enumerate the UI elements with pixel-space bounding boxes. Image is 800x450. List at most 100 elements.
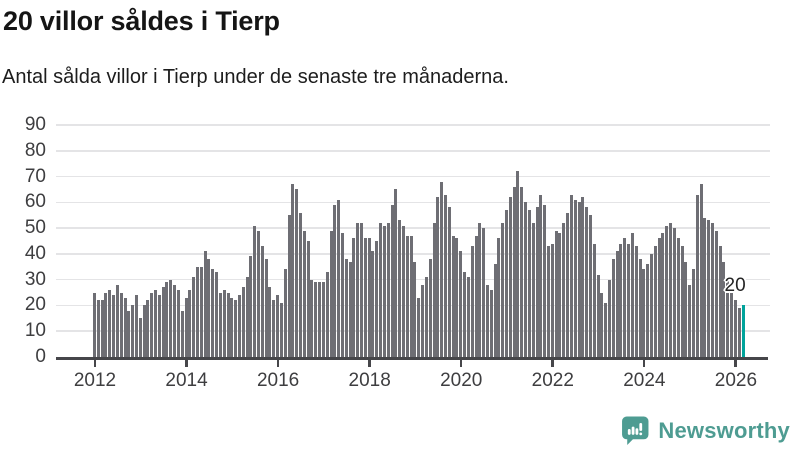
bar-2013-06 <box>157 295 161 357</box>
bar-2022-03 <box>558 233 562 357</box>
bar-2013-12 <box>180 310 184 357</box>
bar-2014-01 <box>184 297 188 357</box>
bar-2016-12 <box>318 282 322 357</box>
chart-title: 20 villor såldes i Tierp <box>3 6 280 36</box>
x-axis-label-2020: 2020 <box>440 370 483 391</box>
gridline-y10 <box>56 330 770 332</box>
gridline-y90 <box>56 124 770 126</box>
bar-2020-04 <box>470 246 474 357</box>
bar-2022-12 <box>592 243 596 357</box>
bar-2015-01 <box>230 297 234 357</box>
bar-2019-12 <box>455 238 459 357</box>
bar-2022-04 <box>562 222 566 357</box>
y-axis-label-50: 50 <box>24 217 46 239</box>
y-axis-label-40: 40 <box>24 242 46 264</box>
chart-subtitle: Antal sålda villor i Tierp under de sena… <box>2 66 509 88</box>
bar-2014-05 <box>199 266 203 357</box>
bar-2018-09 <box>398 220 402 357</box>
bar-2015-02 <box>234 300 238 357</box>
bar-2025-10 <box>722 261 726 357</box>
bar-2017-03 <box>329 230 333 357</box>
bar-2024-08 <box>669 222 673 357</box>
bar-2023-10 <box>630 233 634 357</box>
bar-2025-02 <box>691 269 695 357</box>
bar-2015-05 <box>245 277 249 357</box>
bar-2022-02 <box>554 230 558 357</box>
x-axis-line <box>56 357 768 360</box>
bar-2021-01 <box>505 210 509 357</box>
bar-2013-11 <box>176 289 180 357</box>
bar-2014-12 <box>226 292 230 357</box>
bar-2022-01 <box>550 243 554 357</box>
bar-2023-12 <box>638 259 642 357</box>
bar-2015-04 <box>241 287 245 357</box>
bar-2019-04 <box>424 277 428 357</box>
bar-2024-12 <box>684 261 688 357</box>
bar-2020-07 <box>482 228 486 357</box>
x-tick-2016 <box>276 359 280 367</box>
bar-2018-12 <box>409 235 413 357</box>
bar-2018-07 <box>390 204 394 357</box>
newsworthy-wordmark: Newsworthy <box>658 417 790 443</box>
bar-2024-02 <box>646 264 650 357</box>
bar-2012-07 <box>115 284 119 357</box>
bar-2017-07 <box>344 259 348 357</box>
bar-2023-02 <box>600 292 604 357</box>
x-tick-2024 <box>642 359 646 367</box>
bar-2012-12 <box>134 295 138 357</box>
bar-2021-11 <box>543 204 547 357</box>
bar-2017-02 <box>325 271 329 357</box>
bar-2021-09 <box>535 207 539 357</box>
bar-2020-02 <box>463 271 467 357</box>
bar-2024-06 <box>661 233 665 357</box>
bar-2017-01 <box>321 282 325 357</box>
bar-2018-02 <box>371 251 375 357</box>
y-axis-label-90: 90 <box>24 113 46 135</box>
bar-2017-05 <box>337 199 341 357</box>
bar-2021-08 <box>531 222 535 357</box>
bar-2020-11 <box>497 238 501 357</box>
bar-2014-08 <box>211 269 215 357</box>
bar-2013-05 <box>154 289 158 357</box>
bar-2013-07 <box>161 287 165 357</box>
bar-2017-06 <box>340 233 344 357</box>
gridline-y70 <box>56 175 770 178</box>
highlight-value-label: 20 <box>724 275 746 297</box>
bar-2023-01 <box>596 274 600 357</box>
bar-2014-10 <box>218 292 222 357</box>
bar-2020-05 <box>474 235 478 357</box>
x-tick-2014 <box>185 359 188 367</box>
gridline-y60 <box>56 201 770 204</box>
bar-2013-08 <box>165 282 169 357</box>
bar-2021-02 <box>508 197 512 357</box>
bar-2019-02 <box>417 297 421 357</box>
x-axis-label-2024: 2024 <box>623 370 666 391</box>
bar-2025-07 <box>711 222 715 357</box>
bar-2023-05 <box>611 259 615 357</box>
bar-2012-10 <box>127 310 131 357</box>
bar-2012-03 <box>100 300 104 357</box>
bar-2025-11 <box>726 279 730 357</box>
bar-2012-02 <box>96 300 100 357</box>
gridline-y80 <box>56 149 770 152</box>
bar-2023-08 <box>623 238 627 357</box>
bar-2013-09 <box>169 279 173 357</box>
bar-2026-02 <box>737 308 741 357</box>
x-axis-label-2018: 2018 <box>348 370 391 391</box>
bar-2012-01 <box>93 292 96 357</box>
gridline-y20 <box>56 304 770 307</box>
bar-2025-12 <box>730 289 734 357</box>
bar-2022-08 <box>577 202 581 357</box>
bar-2026-03 <box>741 305 745 357</box>
bar-2024-04 <box>653 246 657 357</box>
bar-2020-08 <box>485 284 489 357</box>
bar-2023-09 <box>627 243 631 357</box>
bar-2015-07 <box>253 225 257 357</box>
bar-2024-09 <box>672 228 676 357</box>
newsworthy-icon <box>622 416 649 445</box>
y-axis-label-80: 80 <box>24 139 46 161</box>
bar-2012-11 <box>131 305 135 357</box>
bar-2022-05 <box>566 212 570 357</box>
bar-2012-05 <box>108 289 112 357</box>
y-axis-label-0: 0 <box>35 346 46 367</box>
